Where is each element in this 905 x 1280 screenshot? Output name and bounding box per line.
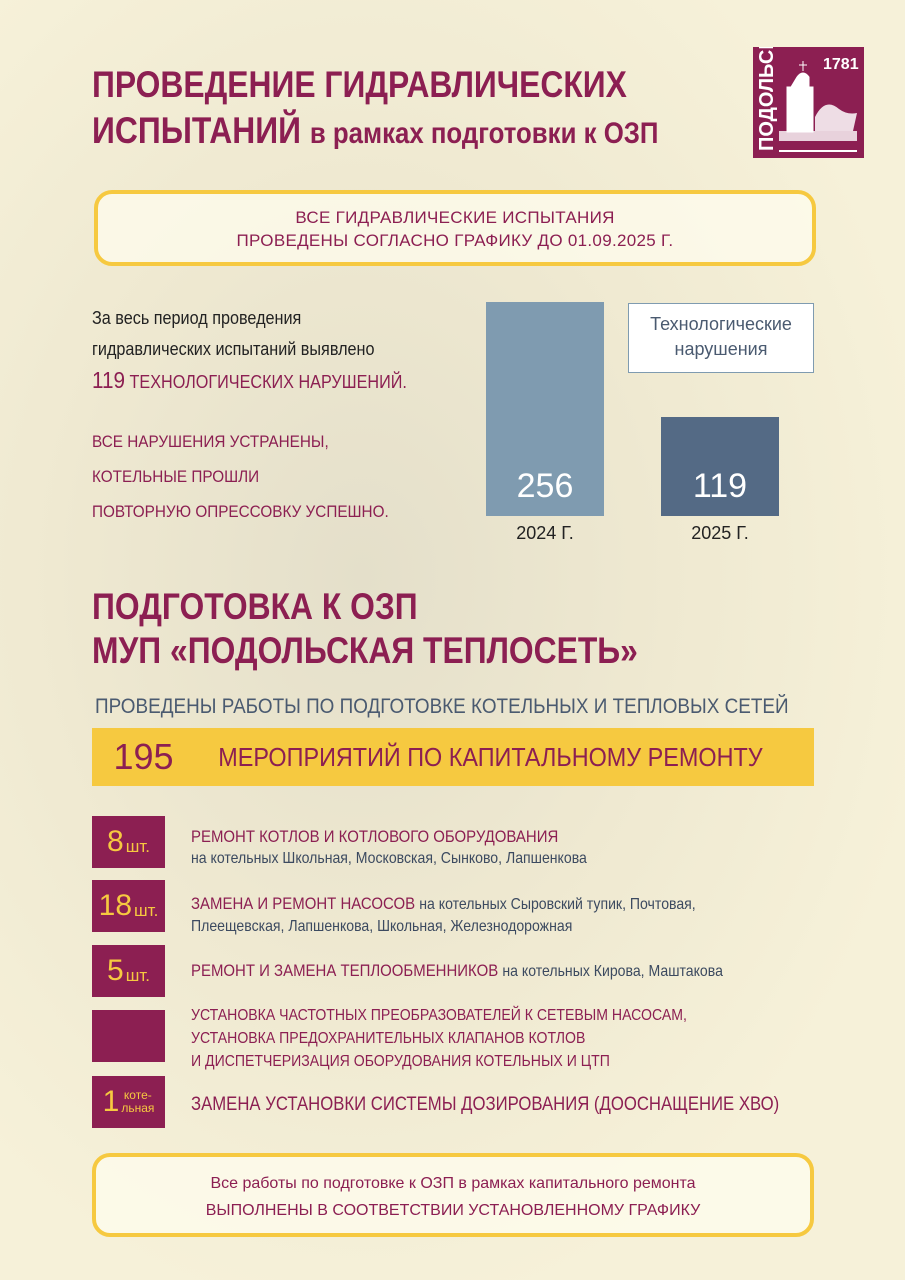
schedule-notice: ВСЕ ГИДРАВЛИЧЕСКИЕ ИСПЫТАНИЯ ПРОВЕДЕНЫ С… — [94, 190, 816, 266]
title-line-2-rest: в рамках подготовки к ОЗП — [309, 117, 659, 150]
page-title: ПРОВЕДЕНИЕ ГИДРАВЛИЧЕСКИХ ИСПЫТАНИЙ в ра… — [92, 62, 658, 157]
count-badge: 8 шт. — [92, 816, 165, 868]
completion-notice: Все работы по подготовке к ОЗП в рамках … — [92, 1153, 814, 1237]
fixed-statement: ВСЕ НАРУШЕНИЯ УСТРАНЕНЫ, КОТЕЛЬНЫЕ ПРОШЛ… — [92, 424, 389, 529]
section-title: ПОДГОТОВКА К ОЗП МУП «ПОДОЛЬСКАЯ ТЕПЛОСЕ… — [92, 585, 638, 673]
item-title: РЕМОНТ И ЗАМЕНА ТЕПЛООБМЕННИКОВ — [191, 961, 499, 980]
x-label-2024: 2024 Г. — [516, 523, 574, 543]
section-title-line-1: ПОДГОТОВКА К ОЗП — [92, 586, 418, 627]
capital-repair-banner: 195 МЕРОПРИЯТИЙ ПО КАПИТАЛЬНОМУ РЕМОНТУ — [92, 728, 814, 786]
chart-legend: Технологические нарушения — [628, 303, 814, 373]
badge-number: 5 — [107, 954, 124, 987]
bar-value-2025: 119 — [692, 466, 748, 505]
item-detail: на котельных Кирова, Маштакова — [502, 963, 723, 980]
intro-line-1: За весь период проведения — [92, 308, 302, 328]
work-item: РЕМОНТ И ЗАМЕНА ТЕПЛООБМЕННИКОВ на котел… — [191, 960, 723, 983]
violations-count: 119 — [92, 367, 126, 393]
item-detail: на котельных Школьная, Московская, Сынко… — [191, 850, 587, 867]
count-badge: 1 коте-льная — [92, 1076, 165, 1128]
work-item: УСТАНОВКА ЧАСТОТНЫХ ПРЕОБРАЗОВАТЕЛЕЙ К С… — [191, 1004, 687, 1073]
bar-2025: 119 — [661, 416, 779, 516]
section-title-line-2: МУП «ПОДОЛЬСКАЯ ТЕПЛОСЕТЬ» — [92, 630, 638, 671]
item-title: ЗАМЕНА УСТАНОВКИ СИСТЕМЫ ДОЗИРОВАНИЯ (ДО… — [191, 1094, 780, 1115]
item-line-3: И ДИСПЕТЧЕРИЗАЦИЯ ОБОРУДОВАНИЯ КОТЕЛЬНЫХ… — [191, 1053, 610, 1070]
podolsk-logo: ПОДОЛЬСК 1781 — [753, 37, 864, 158]
violations-bar-chart: 256 119 2024 Г. 2025 Г. Технологические … — [0, 0, 905, 600]
intro-line-2: гидравлических испытаний выявлено — [92, 339, 375, 359]
title-line-1: ПРОВЕДЕНИЕ ГИДРАВЛИЧЕСКИХ — [92, 64, 627, 105]
x-label-2025: 2025 Г. — [691, 523, 749, 543]
bar-2024: 256 — [486, 302, 604, 516]
item-detail-2: Плеещевская, Лапшенкова, Школьная, Желез… — [191, 918, 573, 935]
badge-number: 8 — [107, 825, 124, 858]
badge-unit-1: коте- — [123, 1088, 152, 1102]
count-badge: 5 шт. — [92, 945, 165, 997]
work-item: ЗАМЕНА И РЕМОНТ НАСОСОВ на котельных Сыр… — [191, 893, 696, 938]
badge-unit: шт. — [125, 966, 150, 985]
blank-badge — [92, 1010, 165, 1062]
violations-summary: За весь период проведения гидравлических… — [92, 303, 407, 398]
banner-text: МЕРОПРИЯТИЙ ПО КАПИТАЛЬНОМУ РЕМОНТУ — [217, 741, 763, 772]
svg-text:1781: 1781 — [823, 56, 859, 73]
work-item: ЗАМЕНА УСТАНОВКИ СИСТЕМЫ ДОЗИРОВАНИЯ (ДО… — [191, 1094, 779, 1116]
badge-number: 18 — [98, 889, 133, 922]
item-detail: на котельных Сыровский тупик, Почтовая, — [419, 896, 696, 913]
title-line-2-bold: ИСПЫТАНИЙ — [92, 110, 302, 151]
item-title: ЗАМЕНА И РЕМОНТ НАСОСОВ — [191, 894, 416, 913]
badge-number: 1 — [102, 1085, 120, 1118]
footer-line-1: Все работы по подготовке к ОЗП в рамках … — [210, 1175, 696, 1192]
notice-line-1: ВСЕ ГИДРАВЛИЧЕСКИЕ ИСПЫТАНИЯ — [295, 208, 615, 227]
violations-text: ТЕХНОЛОГИЧЕСКИХ НАРУШЕНИЙ. — [129, 372, 407, 392]
section-subtitle: ПРОВЕДЕНЫ РАБОТЫ ПО ПОДГОТОВКЕ КОТЕЛЬНЫХ… — [95, 695, 789, 718]
fixed-line-1: ВСЕ НАРУШЕНИЯ УСТРАНЕНЫ, — [92, 432, 329, 451]
item-line-1: УСТАНОВКА ЧАСТОТНЫХ ПРЕОБРАЗОВАТЕЛЕЙ К С… — [191, 1007, 687, 1024]
fixed-line-2: КОТЕЛЬНЫЕ ПРОШЛИ — [92, 467, 260, 486]
banner-number: 195 — [113, 736, 174, 777]
work-item: РЕМОНТ КОТЛОВ И КОТЛОВОГО ОБОРУДОВАНИЯ на… — [191, 826, 587, 870]
bar-value-2024: 256 — [516, 467, 574, 505]
item-title: РЕМОНТ КОТЛОВ И КОТЛОВОГО ОБОРУДОВАНИЯ — [191, 827, 559, 846]
count-badge: 18 шт. — [92, 880, 165, 932]
badge-unit: шт. — [125, 837, 150, 856]
badge-unit: шт. — [134, 901, 159, 920]
footer-line-2: ВЫПОЛНЕНЫ В СООТВЕТСТВИИ УСТАНОВЛЕННОМУ … — [205, 1202, 701, 1219]
item-line-2: УСТАНОВКА ПРЕДОХРАНИТЕЛЬНЫХ КЛАПАНОВ КОТ… — [191, 1030, 586, 1047]
badge-unit-2: льная — [121, 1101, 155, 1115]
svg-text:ПОДОЛЬСК: ПОДОЛЬСК — [756, 47, 778, 151]
notice-line-2: ПРОВЕДЕНЫ СОГЛАСНО ГРАФИКУ ДО 01.09.2025… — [236, 231, 674, 250]
fixed-line-3: ПОВТОРНУЮ ОПРЕССОВКУ УСПЕШНО. — [92, 502, 389, 521]
